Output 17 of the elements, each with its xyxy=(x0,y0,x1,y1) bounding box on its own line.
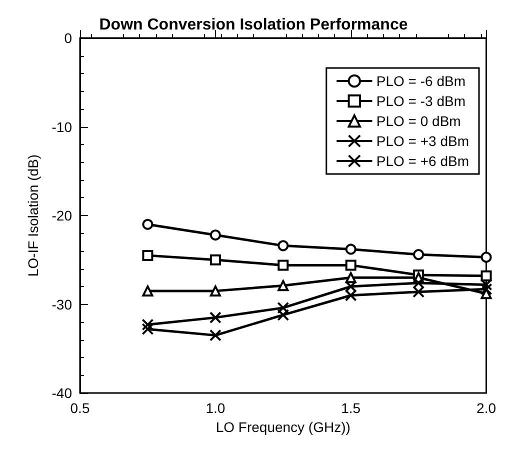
y-tick-label: -20 xyxy=(52,208,72,224)
y-tick-label: -30 xyxy=(52,296,72,312)
legend-label: PLO = 0 dBm xyxy=(376,113,461,129)
y-tick-label: -10 xyxy=(52,118,72,135)
x-tick-label: 1.5 xyxy=(341,400,361,416)
x-tick-label: 0.5 xyxy=(70,400,90,416)
legend-label: PLO = -6 dBm xyxy=(376,73,466,89)
y-tick-label: -40 xyxy=(52,385,72,401)
chart-title: Down Conversion Isolation Performance xyxy=(99,16,408,34)
legend-label: PLO = +3 dBm xyxy=(376,133,470,149)
x-tick-label: 1.0 xyxy=(206,400,226,416)
y-axis-title: LO-IF Isolation (dB) xyxy=(25,154,41,277)
x-tick-label: 2.0 xyxy=(476,400,496,416)
legend-label: PLO = -3 dBm xyxy=(376,93,466,109)
legend-label: PLO = +6 dBm xyxy=(376,153,470,169)
y-tick-label: 0 xyxy=(64,30,72,46)
x-axis-title: LO Frequency (GHz)) xyxy=(216,418,350,435)
